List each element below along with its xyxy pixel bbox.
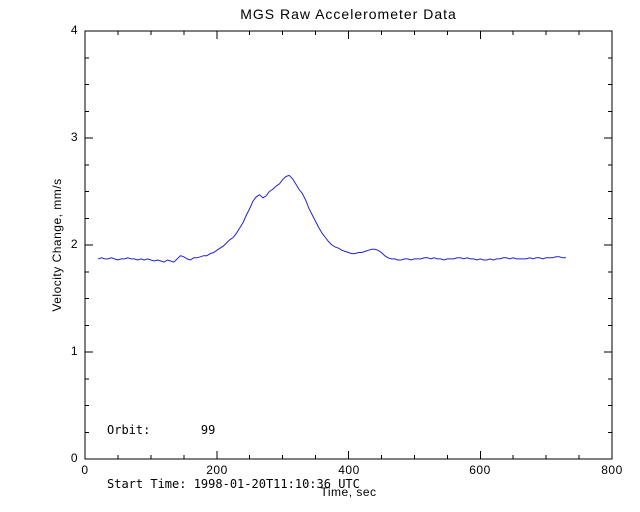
x-tick-label: 800 xyxy=(601,463,623,477)
x-tick-label: 400 xyxy=(338,463,360,477)
chart-title: MGS Raw Accelerometer Data xyxy=(240,6,457,22)
annotation-orbit: Orbit: 99 xyxy=(107,423,216,437)
y-tick-label: 1 xyxy=(70,344,78,358)
y-tick-label: 2 xyxy=(70,237,78,251)
y-tick-label: 4 xyxy=(70,23,78,37)
y-tick-label: 3 xyxy=(70,130,78,144)
x-tick-label: 200 xyxy=(206,463,228,477)
y-tick-label: 0 xyxy=(70,451,78,465)
annotation-block: Orbit: 99 Start Time: 1998-01-20T11:10:3… xyxy=(107,385,360,512)
y-axis-label: Velocity Change, mm/s xyxy=(50,178,64,312)
x-axis-label: Time, sec xyxy=(320,485,377,499)
x-tick-label: 0 xyxy=(81,463,89,477)
annotation-start-time: Start Time: 1998-01-20T11:10:36 UTC xyxy=(107,477,360,491)
x-tick-label: 600 xyxy=(469,463,491,477)
